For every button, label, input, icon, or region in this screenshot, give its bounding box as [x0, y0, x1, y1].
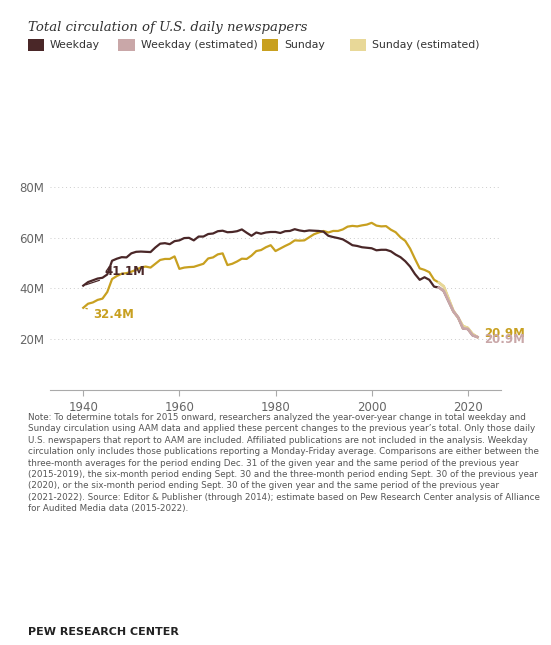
- Text: Sunday (estimated): Sunday (estimated): [372, 40, 479, 50]
- Text: Total circulation of U.S. daily newspapers: Total circulation of U.S. daily newspape…: [28, 21, 307, 34]
- Text: 32.4M: 32.4M: [86, 308, 134, 321]
- Text: Sunday: Sunday: [284, 40, 325, 50]
- Text: Note: To determine totals for 2015 onward, researchers analyzed the year-over-ye: Note: To determine totals for 2015 onwar…: [28, 413, 539, 513]
- Text: Weekday (estimated): Weekday (estimated): [141, 40, 257, 50]
- Text: 20.9M: 20.9M: [484, 327, 526, 340]
- Text: Weekday: Weekday: [50, 40, 100, 50]
- Text: PEW RESEARCH CENTER: PEW RESEARCH CENTER: [28, 627, 179, 637]
- Text: 41.1M: 41.1M: [86, 265, 146, 285]
- Text: 20.9M: 20.9M: [484, 333, 526, 346]
